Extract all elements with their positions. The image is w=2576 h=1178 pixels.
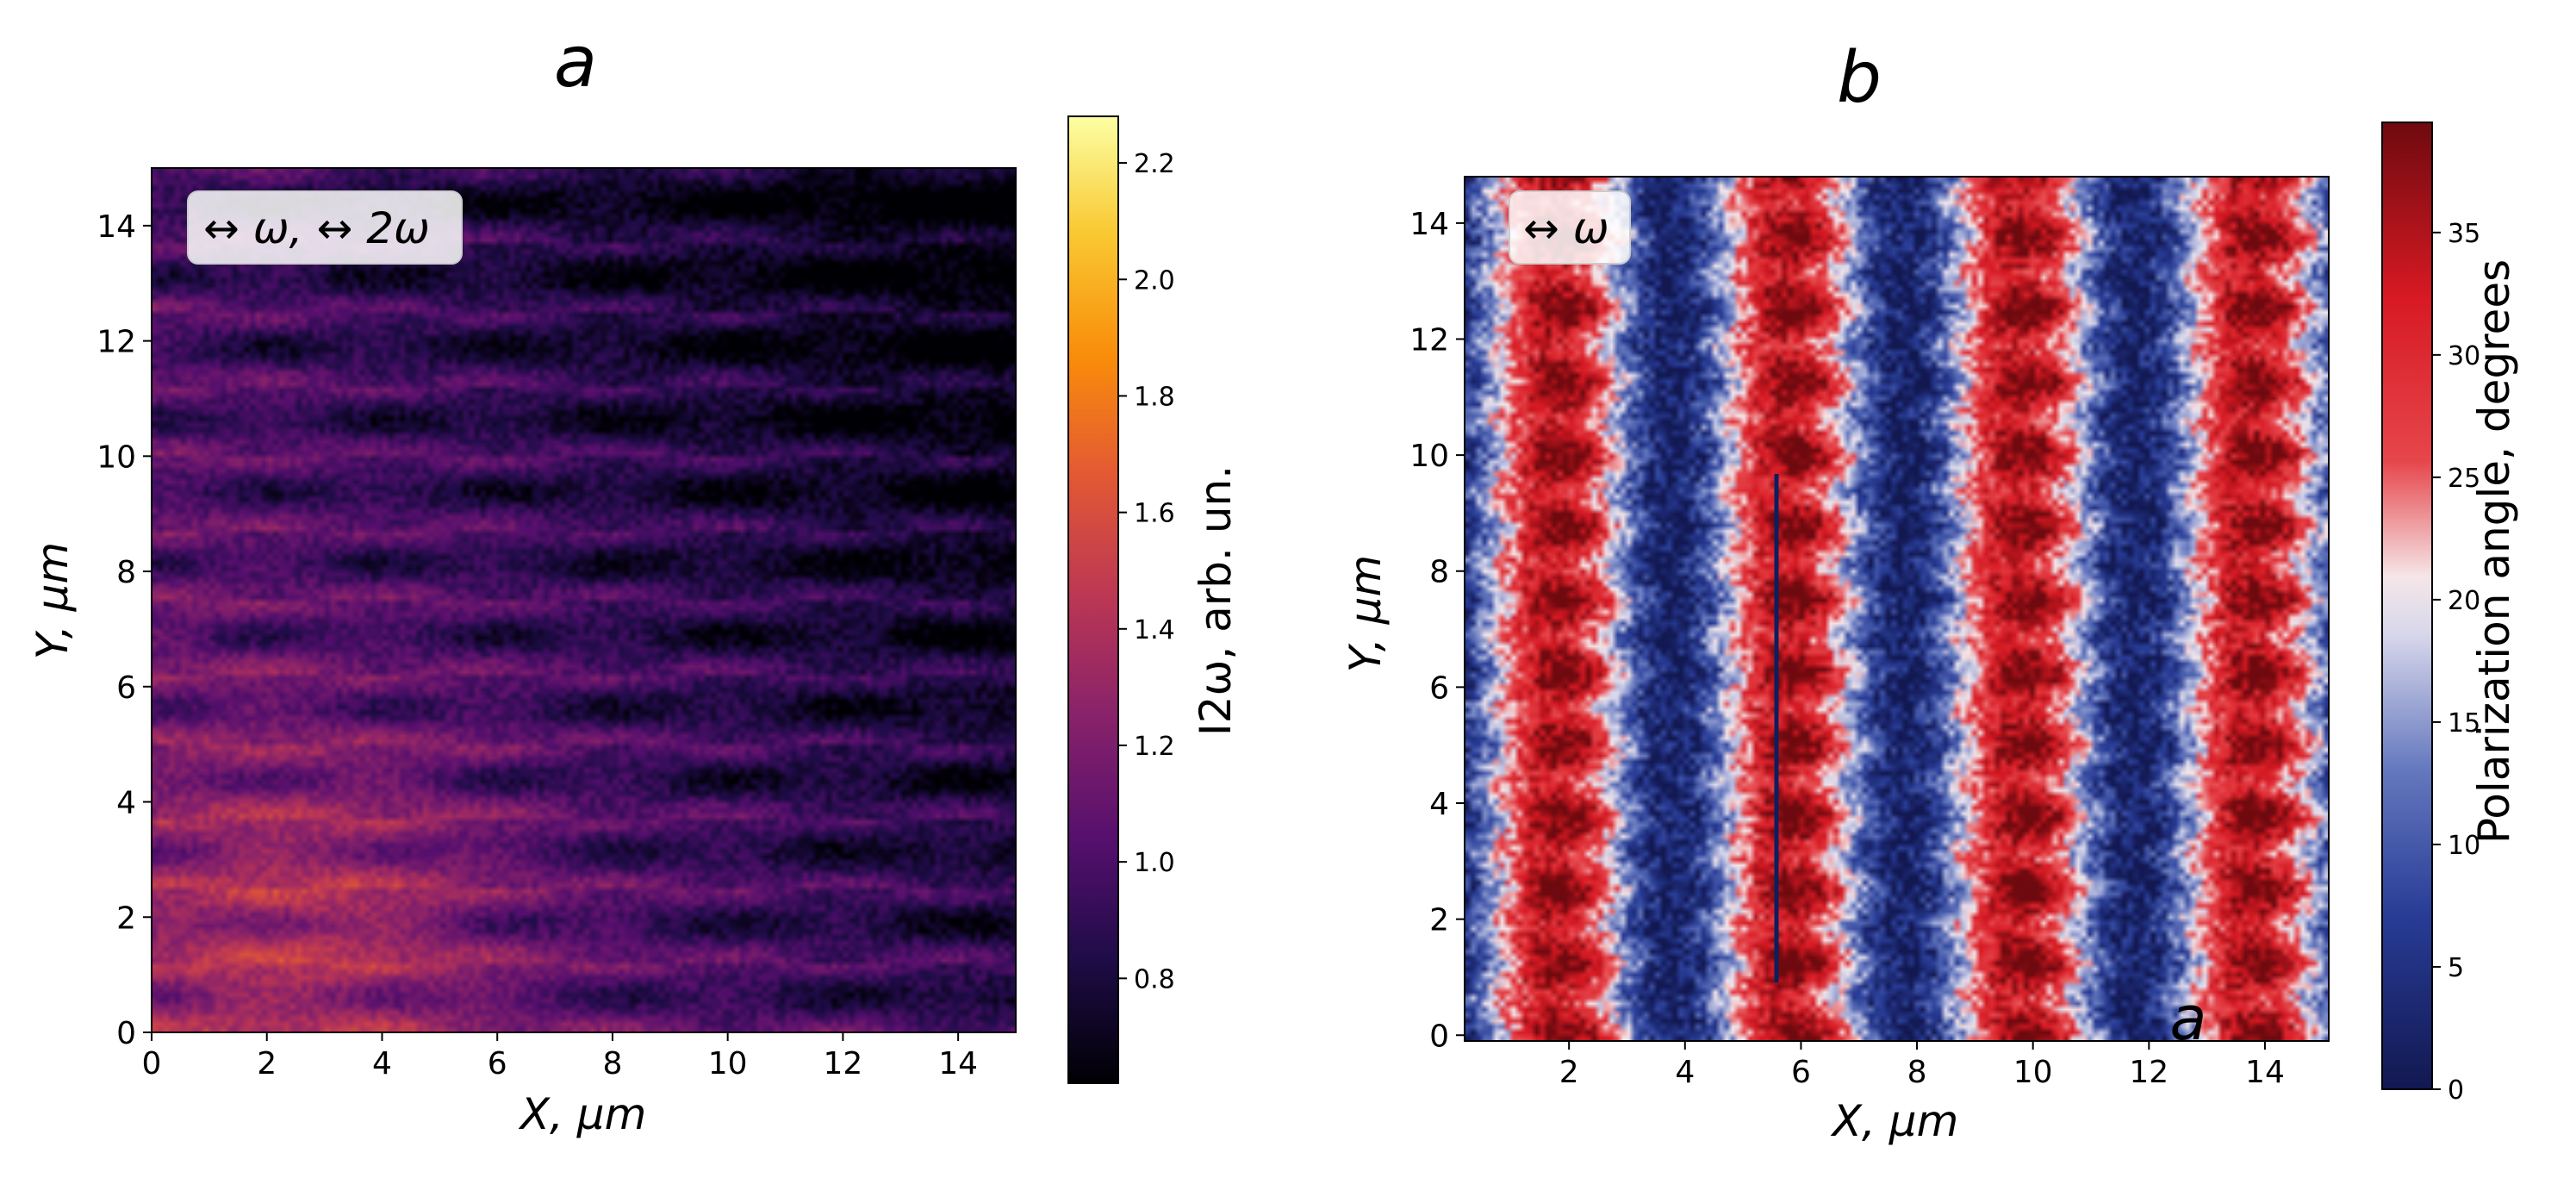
heatmap-b-ytick-label: 14 <box>1409 207 1449 242</box>
heatmap-a-ytick-label: 10 <box>96 439 136 475</box>
heatmap-b-image <box>1465 177 2329 1041</box>
heatmap-a-xtick-label: 4 <box>372 1046 392 1081</box>
colorbar-a-tick-label: 1.0 <box>1134 848 1175 878</box>
colorbar-b-bar <box>2381 122 2433 1090</box>
heatmap-b-legend-text: ↔ ω <box>1523 203 1609 253</box>
heatmap-b-corner-annotation: a <box>2170 983 2207 1054</box>
colorbar-a-tick-label: 2.0 <box>1134 265 1175 296</box>
heatmap-b-xtick-label: 8 <box>1907 1055 1927 1090</box>
heatmap-b-xtick-label: 4 <box>1675 1055 1695 1090</box>
colorbar-b-tick-label: 35 <box>2448 219 2480 249</box>
heatmap-a-ytick-label: 14 <box>96 209 136 245</box>
heatmap-a-xtick-label: 0 <box>142 1046 162 1081</box>
colorbar-a-tick-label: 0.8 <box>1134 964 1175 994</box>
heatmap-a-ytick-label: 6 <box>116 670 136 706</box>
heatmap-b-xtick-label: 12 <box>2129 1055 2168 1090</box>
colorbar-b-tick-label: 15 <box>2448 708 2480 739</box>
panel-b-label: b <box>1837 37 1882 119</box>
colorbar-b-tick-label: 0 <box>2448 1075 2464 1106</box>
colorbar-b-tick-label: 10 <box>2448 831 2480 861</box>
heatmap-a-xtick-label: 8 <box>602 1046 622 1081</box>
colorbar-b-tick-label: 5 <box>2448 953 2464 983</box>
heatmap-b-axes: 2 4 6 8 10 12 14 0 2 4 6 8 10 12 14 <box>1409 207 2285 1090</box>
colorbar-a: 0.8 1.0 1.2 1.4 1.6 1.8 2.0 2.2 I2ω, arb. un. <box>1067 115 1241 1084</box>
heatmap-a-frame <box>151 167 1017 1033</box>
heatmap-a-image <box>152 168 1016 1032</box>
heatmap-b-ytick-label: 0 <box>1429 1019 1449 1054</box>
heatmap-a-xlabel: X, μm <box>518 1089 647 1139</box>
heatmap-b-ylabel: Y, μm <box>1341 555 1391 672</box>
heatmap-a-xtick-label: 6 <box>488 1046 507 1081</box>
heatmap-b-ytick-label: 4 <box>1429 787 1449 822</box>
heatmap-a-ytick-label: 2 <box>116 901 136 936</box>
heatmap-b-xlabel: X, μm <box>1830 1096 1959 1146</box>
heatmap-a-xtick-label: 2 <box>257 1046 277 1081</box>
panel-a-label: a <box>554 22 597 103</box>
heatmap-a-axes: 0 2 4 6 8 10 12 14 0 2 4 6 8 10 12 14 <box>96 209 978 1081</box>
colorbar-a-tick-label: 1.2 <box>1134 732 1175 762</box>
heatmap-a-ytick-label: 8 <box>116 555 136 590</box>
colorbar-b-ticks: 0 5 10 15 20 25 30 35 <box>2432 219 2480 1106</box>
heatmap-a-ytick-label: 0 <box>116 1016 136 1051</box>
colorbar-a-tick-label: 1.8 <box>1134 382 1175 412</box>
heatmap-b-legend: ↔ ω <box>1509 190 1631 265</box>
heatmap-a-legend-box <box>187 190 463 265</box>
heatmap-b: 2 4 6 8 10 12 14 0 2 4 6 8 10 12 14 X, μm Y, μm ↔ ω a <box>1341 176 2330 1146</box>
heatmap-b-ytick-label: 6 <box>1429 670 1449 706</box>
colorbar-a-ticks: 0.8 1.0 1.2 1.4 1.6 1.8 2.0 2.2 <box>1118 149 1175 994</box>
heatmap-a-ytick-label: 4 <box>116 786 136 821</box>
heatmap-b-ytick-label: 10 <box>1409 439 1449 474</box>
colorbar-b-tick-label: 30 <box>2448 341 2480 371</box>
colorbar-a-tick-label: 1.4 <box>1134 615 1175 645</box>
heatmap-b-ytick-label: 12 <box>1409 322 1449 358</box>
heatmap-a-legend-text: ↔ ω, ↔ 2ω <box>203 203 430 253</box>
colorbar-a-bar <box>1067 115 1119 1084</box>
heatmap-b-xtick-label: 6 <box>1791 1055 1811 1090</box>
heatmap-a-legend: ↔ ω, ↔ 2ω <box>187 190 463 265</box>
heatmap-a-xtick-label: 10 <box>708 1046 748 1081</box>
heatmap-a-ylabel: Y, μm <box>28 542 78 659</box>
heatmap-b-legend-box <box>1509 190 1631 265</box>
heatmap-b-ytick-label: 8 <box>1429 555 1449 590</box>
colorbar-b: 0 5 10 15 20 25 30 35 Polarization angle, degre… <box>2381 122 2519 1106</box>
heatmap-b-xtick-label: 14 <box>2245 1055 2285 1090</box>
colorbar-b-tick-label: 25 <box>2448 464 2480 494</box>
heatmap-a-ytick-label: 12 <box>96 325 136 360</box>
heatmap-b-ytick-label: 2 <box>1429 903 1449 938</box>
colorbar-a-label: I2ω, arb. un. <box>1191 465 1241 736</box>
heatmap-b-xtick-label: 2 <box>1559 1055 1579 1090</box>
colorbar-b-tick-label: 20 <box>2448 586 2480 616</box>
colorbar-a-tick-label: 2.2 <box>1134 149 1175 179</box>
heatmap-a: 0 2 4 6 8 10 12 14 0 2 4 6 8 10 12 14 X, μm Y, μm ↔ ω, … <box>28 167 1017 1139</box>
colorbar-b-label: Polarization angle, degrees <box>2469 259 2519 844</box>
heatmap-b-xtick-label: 10 <box>2013 1055 2053 1090</box>
colorbar-a-tick-label: 1.6 <box>1134 499 1175 529</box>
heatmap-b-frame <box>1464 176 2330 1042</box>
heatmap-a-xtick-label: 12 <box>823 1046 862 1081</box>
heatmap-a-xtick-label: 14 <box>938 1046 978 1081</box>
